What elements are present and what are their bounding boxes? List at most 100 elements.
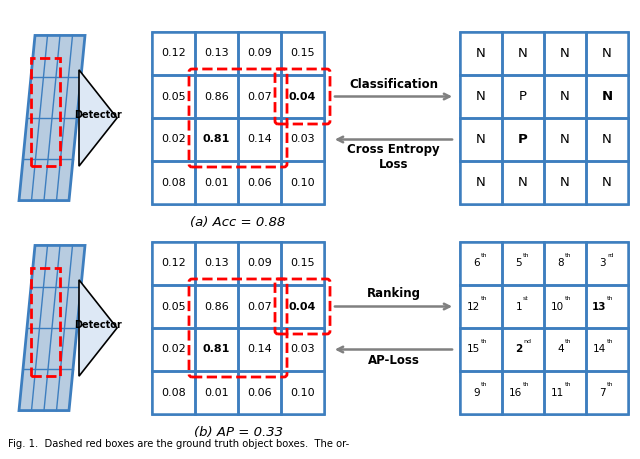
Text: Detector: Detector [74,110,122,120]
Text: 2: 2 [515,345,522,354]
Text: 0.09: 0.09 [247,258,272,269]
Text: 0.08: 0.08 [161,387,186,397]
Text: N: N [602,47,612,60]
Text: N: N [560,176,570,189]
Text: 0.09: 0.09 [247,49,272,58]
Text: 0.03: 0.03 [290,134,315,145]
Polygon shape [79,280,117,376]
Text: 0.02: 0.02 [161,134,186,145]
Bar [281,285,324,328]
Bar [460,32,628,204]
Text: 0.14: 0.14 [247,345,272,354]
Text: th: th [481,339,488,344]
Text: N: N [560,47,570,60]
Text: N: N [476,176,486,189]
Text: rd: rd [607,253,614,258]
Bar [152,242,324,414]
Text: N: N [602,133,612,146]
Text: 0.07: 0.07 [247,91,272,101]
Text: 6: 6 [474,258,480,269]
Text: AP-Loss: AP-Loss [367,353,419,366]
Text: 0.07: 0.07 [247,302,272,312]
Text: 0.14: 0.14 [247,134,272,145]
Text: 0.06: 0.06 [247,387,272,397]
Text: P: P [518,133,528,146]
Text: Detector: Detector [74,320,122,330]
Bar [152,242,324,414]
Text: 3: 3 [600,258,606,269]
Text: 0.86: 0.86 [204,302,229,312]
Text: Ranking: Ranking [367,287,420,301]
Text: th: th [565,382,572,387]
Bar [502,328,544,371]
Text: 0.13: 0.13 [204,49,229,58]
Text: N: N [518,47,528,60]
Text: st: st [523,296,529,301]
Text: th: th [523,382,529,387]
Polygon shape [79,70,117,166]
Text: 0.01: 0.01 [204,178,229,187]
Text: 8: 8 [557,258,564,269]
Text: N: N [602,90,612,103]
Text: Fig. 1.  Dashed red boxes are the ground truth object boxes.  The or-: Fig. 1. Dashed red boxes are the ground … [8,439,349,449]
Bar [460,242,628,414]
Text: th: th [565,296,572,301]
Text: 0.13: 0.13 [204,258,229,269]
Text: th: th [607,296,614,301]
Bar [586,75,628,118]
Bar [152,32,324,204]
Text: 10: 10 [551,302,564,312]
Text: 0.04: 0.04 [289,91,316,101]
Text: th: th [565,253,572,258]
Text: 0.06: 0.06 [247,178,272,187]
Text: th: th [481,382,488,387]
Text: 0.12: 0.12 [161,49,186,58]
Text: N: N [602,176,612,189]
Bar [586,285,628,328]
Text: th: th [523,253,529,258]
Text: th: th [481,253,488,258]
Text: N: N [518,176,528,189]
Text: 0.08: 0.08 [161,178,186,187]
Text: Cross Entropy
Loss: Cross Entropy Loss [347,144,440,172]
Text: 4: 4 [557,345,564,354]
Text: 0.05: 0.05 [161,302,186,312]
Bar [195,328,238,371]
Text: N: N [476,90,486,103]
Text: 11: 11 [551,387,564,397]
Text: th: th [607,382,614,387]
Text: 0.03: 0.03 [290,345,315,354]
Text: th: th [565,339,572,344]
Bar [195,118,238,161]
Bar [281,75,324,118]
Text: 13: 13 [591,302,606,312]
Text: 7: 7 [600,387,606,397]
Text: 0.04: 0.04 [289,302,316,312]
Text: 0.81: 0.81 [203,134,230,145]
Text: 0.81: 0.81 [203,345,230,354]
Bar [460,242,628,414]
Text: N: N [560,133,570,146]
Polygon shape [19,35,85,201]
Text: 0.02: 0.02 [161,345,186,354]
Text: 0.01: 0.01 [204,387,229,397]
Text: 1: 1 [515,302,522,312]
Text: Classification: Classification [349,78,438,90]
Bar [502,118,544,161]
Text: 0.86: 0.86 [204,91,229,101]
Text: 15: 15 [467,345,480,354]
Bar [460,32,628,204]
Text: (a) Acc = 0.88: (a) Acc = 0.88 [190,216,285,229]
Text: th: th [607,339,614,344]
Text: 16: 16 [509,387,522,397]
Text: th: th [481,296,488,301]
Text: 5: 5 [515,258,522,269]
Text: (b) AP = 0.33: (b) AP = 0.33 [193,426,282,439]
Text: N: N [560,90,570,103]
Text: 0.10: 0.10 [290,387,315,397]
Text: 0.05: 0.05 [161,91,186,101]
Text: 0.15: 0.15 [290,258,315,269]
Text: nd: nd [523,339,531,344]
Text: N: N [476,47,486,60]
Text: 9: 9 [474,387,480,397]
